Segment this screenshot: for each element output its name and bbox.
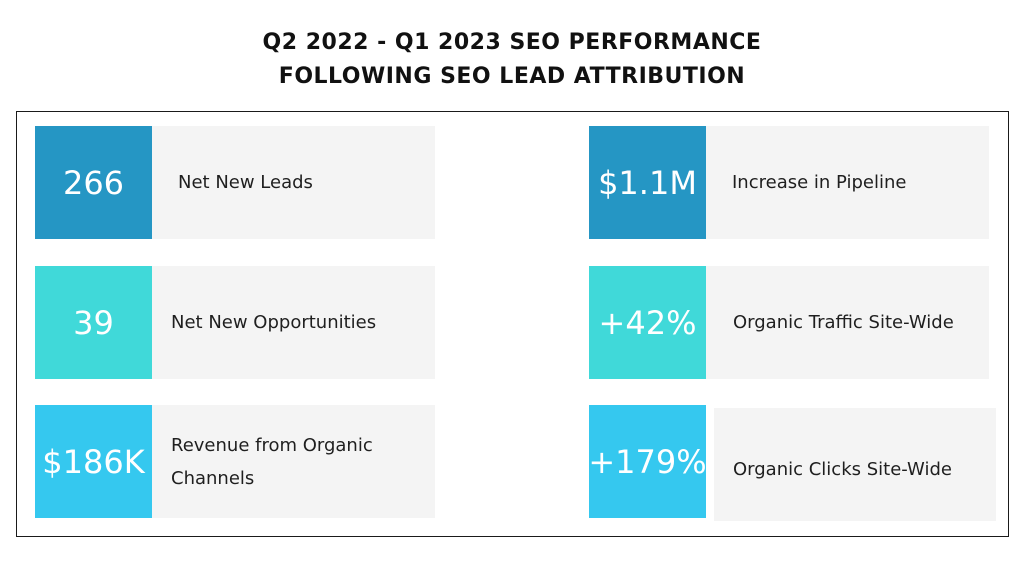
page-title: Q2 2022 - Q1 2023 SEO PERFORMANCE FOLLOW…: [0, 26, 1024, 94]
metric-value: +179%: [588, 405, 707, 518]
metric-label: Net New Opportunities: [171, 312, 377, 333]
metric-card-increase-in-pipeline: $1.1M Increase in Pipeline: [589, 126, 989, 239]
metric-label: Organic Traffic Site-Wide: [733, 312, 954, 333]
metric-card-organic-clicks: +179% Organic Clicks Site-Wide: [588, 405, 996, 521]
metric-value: 39: [35, 266, 152, 379]
metrics-frame: [16, 111, 1009, 537]
metric-label: Increase in Pipeline: [732, 172, 907, 193]
metric-card-revenue-from-organic: $186K Revenue from Organic Channels: [35, 405, 435, 518]
title-line-2: FOLLOWING SEO LEAD ATTRIBUTION: [278, 64, 746, 89]
metric-card-net-new-leads: 266 Net New Leads: [35, 126, 435, 239]
metric-label-background: [714, 408, 996, 521]
metric-card-net-new-opportunities: 39 Net New Opportunities: [35, 266, 435, 379]
metric-value: 266: [35, 126, 152, 239]
metric-label: Net New Leads: [178, 172, 313, 193]
metric-label: Revenue from Organic Channels: [171, 434, 373, 489]
metric-value: $1.1M: [589, 126, 706, 239]
metric-value: $186K: [35, 405, 152, 518]
metric-label: Organic Clicks Site-Wide: [733, 459, 952, 480]
metric-card-organic-traffic: +42% Organic Traffic Site-Wide: [589, 266, 989, 379]
title-line-1: Q2 2022 - Q1 2023 SEO PERFORMANCE: [262, 30, 762, 55]
metric-value: +42%: [589, 266, 706, 379]
